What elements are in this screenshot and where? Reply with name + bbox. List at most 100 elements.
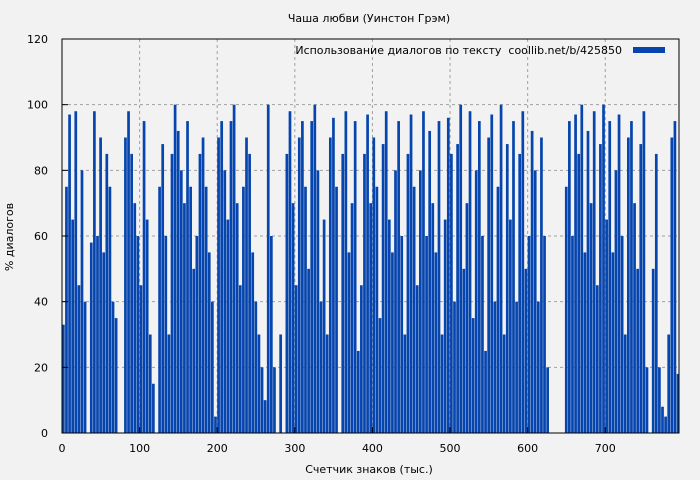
- bar: [496, 186, 500, 433]
- bar: [651, 268, 655, 433]
- bar: [673, 121, 677, 433]
- bar: [543, 236, 546, 433]
- bar: [214, 416, 217, 433]
- bar: [605, 219, 608, 433]
- bar: [608, 121, 612, 433]
- bar: [114, 318, 118, 433]
- bar: [599, 144, 602, 434]
- bar: [443, 219, 447, 433]
- bar: [161, 144, 165, 434]
- bar: [521, 111, 525, 433]
- bar: [363, 153, 366, 433]
- bar: [285, 153, 289, 433]
- bar: [307, 268, 310, 433]
- bar: [332, 117, 335, 434]
- bar: [428, 130, 432, 433]
- bar: [509, 219, 512, 433]
- bar: [645, 367, 649, 433]
- bar: [189, 186, 192, 433]
- bar: [142, 121, 146, 433]
- bar: [238, 285, 242, 433]
- y-axis-label: % диалогов: [3, 203, 16, 271]
- bar: [499, 104, 503, 434]
- x-tick-label: 100: [129, 442, 150, 455]
- bar: [474, 170, 478, 434]
- bar: [484, 350, 487, 433]
- bar: [409, 114, 413, 434]
- bar: [145, 219, 149, 433]
- bar: [372, 137, 376, 433]
- y-tick-label: 80: [34, 164, 48, 177]
- y-tick-label: 120: [27, 33, 48, 46]
- bar: [391, 252, 394, 433]
- bar: [676, 373, 679, 433]
- bar: [74, 111, 78, 433]
- bar: [481, 236, 484, 433]
- bar: [574, 114, 577, 434]
- bar: [179, 170, 183, 434]
- bar: [658, 367, 661, 433]
- bar: [468, 111, 472, 433]
- bar: [602, 104, 605, 434]
- bar: [242, 186, 245, 433]
- bar: [310, 121, 314, 433]
- bar: [403, 334, 407, 433]
- bar: [633, 203, 636, 433]
- bar: [450, 153, 453, 433]
- bar: [62, 324, 65, 433]
- bar: [223, 170, 227, 434]
- bar: [68, 114, 71, 434]
- x-tick-label: 200: [207, 442, 228, 455]
- bar: [353, 121, 357, 433]
- bar: [453, 301, 456, 433]
- bar: [465, 203, 469, 433]
- bar: [670, 137, 674, 433]
- bar: [577, 153, 581, 433]
- bar: [623, 334, 627, 433]
- y-tick-label: 40: [34, 296, 48, 309]
- bar: [546, 367, 549, 433]
- bar: [580, 104, 584, 434]
- bars: [62, 104, 679, 434]
- bar: [344, 111, 348, 433]
- bar: [347, 252, 351, 433]
- bar: [627, 137, 630, 433]
- bar: [111, 301, 115, 433]
- bar: [536, 301, 540, 433]
- bar: [366, 114, 369, 434]
- bar: [440, 334, 444, 433]
- bar: [207, 252, 211, 433]
- bar: [589, 203, 593, 433]
- bar: [378, 318, 382, 433]
- bar: [77, 285, 81, 433]
- x-axis: 0 100 200 300 400 500 600 700: [59, 427, 616, 455]
- bar: [406, 153, 410, 433]
- bar: [381, 144, 385, 434]
- bar: [425, 236, 428, 433]
- bar: [102, 252, 106, 433]
- x-tick-label: 400: [362, 442, 383, 455]
- y-tick-label: 0: [41, 427, 48, 440]
- bar: [291, 203, 295, 433]
- bar: [446, 117, 450, 434]
- bar: [183, 203, 186, 433]
- bar: [130, 153, 134, 433]
- bar: [288, 111, 292, 433]
- legend-swatch: [633, 47, 665, 53]
- bar: [434, 252, 438, 433]
- bar: [419, 170, 422, 434]
- bar: [422, 111, 425, 433]
- bar: [201, 137, 205, 433]
- bar: [350, 203, 354, 433]
- bar: [487, 137, 491, 433]
- bar: [415, 285, 419, 433]
- bar: [217, 137, 220, 433]
- bar: [148, 334, 152, 433]
- bar: [617, 114, 621, 434]
- bar: [462, 268, 466, 433]
- legend: Использование диалогов по тексту coollib…: [295, 44, 665, 57]
- bar: [356, 350, 360, 433]
- bar: [80, 170, 84, 434]
- bar: [459, 104, 463, 434]
